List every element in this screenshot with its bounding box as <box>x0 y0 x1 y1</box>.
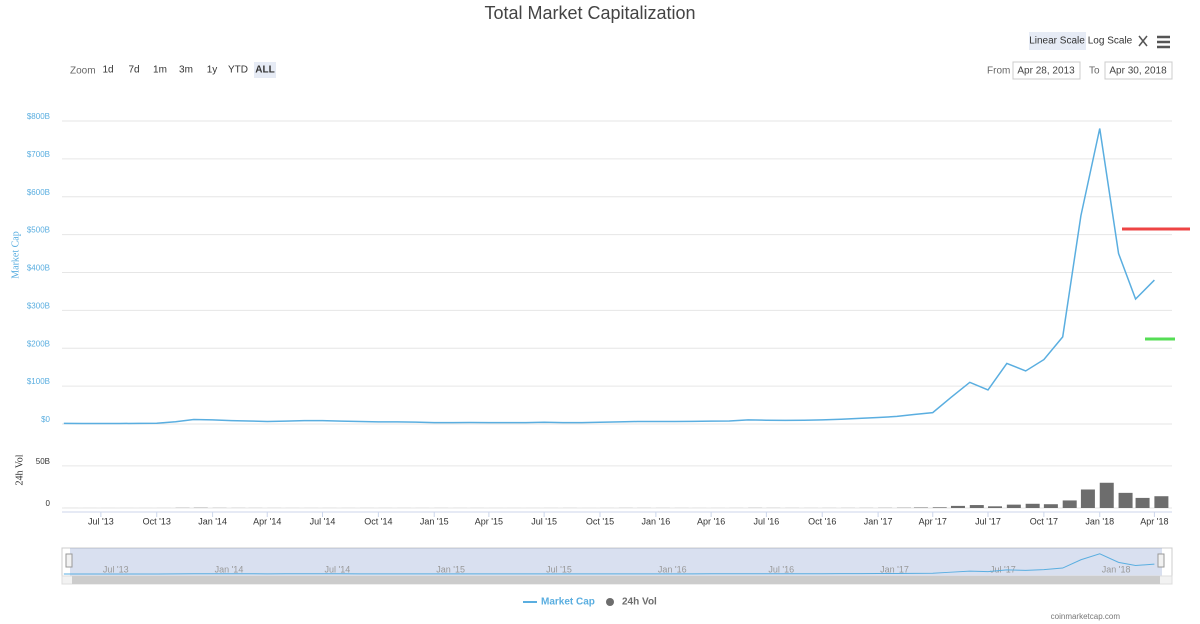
x-tick-label: Jan '17 <box>864 516 893 526</box>
y-tick-label: $200B <box>27 339 50 348</box>
y-axis-label: Market Cap <box>10 231 21 279</box>
linear-scale-button[interactable]: Linear Scale <box>1029 36 1085 47</box>
zoom-button[interactable]: 1m <box>153 65 167 76</box>
y-tick-label: $600B <box>27 188 50 197</box>
y-tick-label: $300B <box>27 301 50 310</box>
volume-bar <box>969 505 984 508</box>
x-tick-label: Jul '17 <box>975 516 1001 526</box>
x-tick-label: Jan '14 <box>198 516 227 526</box>
x-tick-label: Oct '14 <box>364 516 392 526</box>
volume-bar <box>1062 500 1077 508</box>
volume-bar <box>932 507 947 508</box>
y-tick-label: $100B <box>27 377 50 386</box>
navigator-label: Jan '18 <box>1102 564 1131 574</box>
x-tick-label: Jul '16 <box>754 516 780 526</box>
x-tick-label: Jan '15 <box>420 516 449 526</box>
volume-bar <box>1043 504 1058 508</box>
y2-axis-label: 24h Vol <box>14 454 25 485</box>
navigator-handle[interactable] <box>65 553 73 568</box>
from-label: From <box>987 66 1010 77</box>
navigator-label: Jul '13 <box>103 564 129 574</box>
x-tick-label: Apr '15 <box>475 516 503 526</box>
x-tick-label: Jul '13 <box>88 516 114 526</box>
volume-bar <box>988 506 1003 508</box>
zoom-label: Zoom <box>70 66 96 77</box>
volume-bar <box>1135 497 1150 508</box>
y-tick-label: $700B <box>27 150 50 159</box>
legend-symbol[interactable] <box>606 598 614 606</box>
market-cap-line <box>63 128 1155 425</box>
x-tick-label: Jan '16 <box>641 516 670 526</box>
volume-bar <box>1118 492 1133 508</box>
scrollbar-thumb[interactable] <box>72 576 1160 584</box>
volume-bar <box>1025 503 1040 508</box>
navigator-label: Jul '16 <box>768 564 794 574</box>
x-tick-label: Oct '13 <box>143 516 171 526</box>
from-input[interactable] <box>1012 61 1081 80</box>
navigator-label: Jan '14 <box>215 564 244 574</box>
volume-bar <box>1080 489 1095 508</box>
linear-button-bg[interactable] <box>1029 32 1086 50</box>
x-tick-label: Jul '14 <box>310 516 336 526</box>
navigator-label: Jul '14 <box>324 564 350 574</box>
log-scale-button[interactable]: Log Scale <box>1088 36 1133 47</box>
volume-bar <box>1154 496 1169 508</box>
legend-label[interactable]: 24h Vol <box>622 597 657 608</box>
x-tick-label: Jan '18 <box>1085 516 1114 526</box>
navigator-label: Jan '15 <box>436 564 465 574</box>
x-tick-label: Apr '16 <box>697 516 725 526</box>
zoom-button[interactable]: 3m <box>179 65 193 76</box>
x-tick-label: Oct '15 <box>586 516 614 526</box>
chart-title: Total Market Capitalization <box>484 3 695 23</box>
x-tick-label: Apr '18 <box>1140 516 1168 526</box>
to-input[interactable] <box>1104 61 1173 80</box>
x-tick-label: Oct '16 <box>808 516 836 526</box>
volume-bar <box>913 507 928 508</box>
zoom-button-bg[interactable] <box>254 62 276 78</box>
to-date[interactable]: Apr 30, 2018 <box>1109 66 1167 77</box>
from-date[interactable]: Apr 28, 2013 <box>1017 66 1075 77</box>
zoom-button[interactable]: YTD <box>228 65 248 76</box>
x-tick-label: Apr '14 <box>253 516 281 526</box>
navigator-label: Jul '17 <box>990 564 1016 574</box>
navigator-label: Jan '16 <box>658 564 687 574</box>
navigator-label: Jul '15 <box>546 564 572 574</box>
fullscreen-icon[interactable] <box>1138 35 1148 47</box>
volume-bar <box>1006 504 1021 508</box>
navigator-handle[interactable] <box>1157 553 1165 568</box>
y2-tick-label: 0 <box>46 499 51 508</box>
navigator-line <box>63 553 1155 575</box>
navigator-label: Jan '17 <box>880 564 909 574</box>
x-tick-label: Apr '17 <box>919 516 947 526</box>
zoom-button[interactable]: ALL <box>255 65 274 76</box>
y-tick-label: $400B <box>27 264 50 273</box>
zoom-button[interactable]: 1y <box>207 65 218 76</box>
x-tick-label: Oct '17 <box>1030 516 1058 526</box>
menu-icon[interactable] <box>1157 35 1170 49</box>
zoom-button[interactable]: 1d <box>102 65 113 76</box>
y-tick-label: $500B <box>27 226 50 235</box>
volume-bar <box>1099 482 1114 508</box>
y2-tick-label: 50B <box>36 457 50 466</box>
to-label: To <box>1089 66 1100 77</box>
zoom-button[interactable]: 7d <box>128 65 139 76</box>
y-tick-label: $0 <box>41 415 50 424</box>
volume-bar <box>950 505 965 508</box>
y-tick-label: $800B <box>27 112 50 121</box>
credit: coinmarketcap.com <box>1051 612 1121 621</box>
legend-label[interactable]: Market Cap <box>541 597 595 608</box>
x-tick-label: Jul '15 <box>531 516 557 526</box>
